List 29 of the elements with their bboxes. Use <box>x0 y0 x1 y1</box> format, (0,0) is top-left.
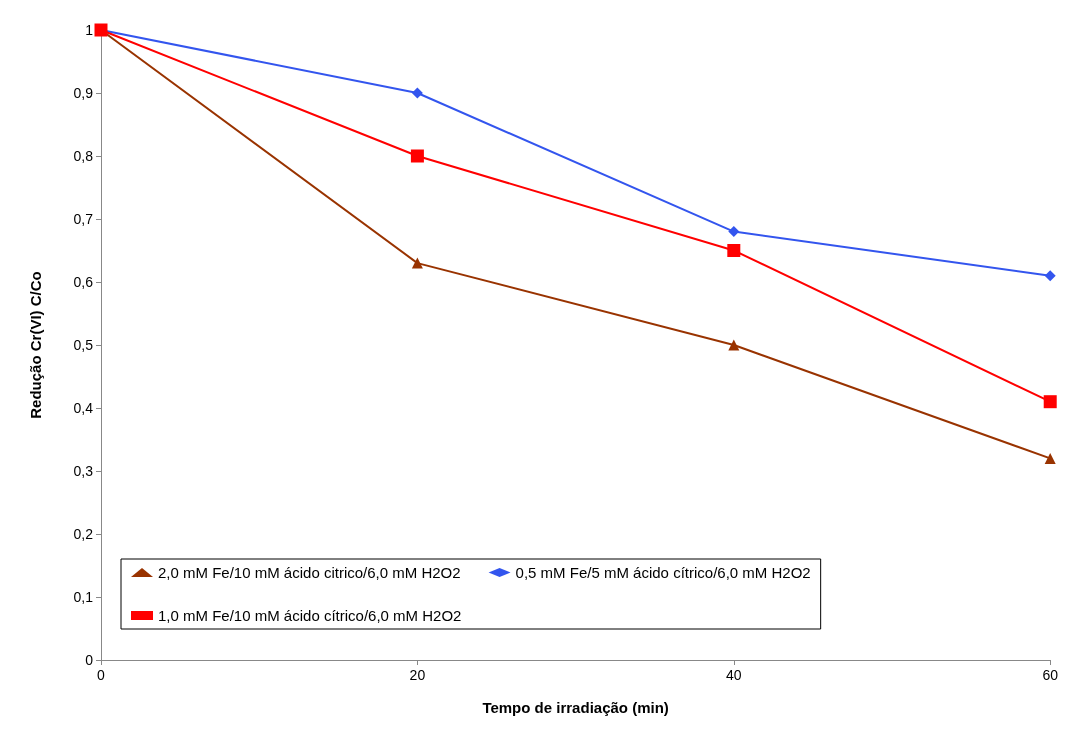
y-tick-label: 0,4 <box>73 400 94 416</box>
point <box>410 149 424 163</box>
point <box>411 87 423 99</box>
x-tick-label: 60 <box>1042 667 1059 683</box>
x-tick-label: 40 <box>726 667 742 683</box>
point <box>1044 452 1056 464</box>
y-axis-title: Redução Cr(VI) C/Co <box>27 271 44 419</box>
y-tick-label: 0,1 <box>73 589 94 605</box>
point <box>728 339 740 351</box>
y-tick-label: 0,2 <box>73 526 94 542</box>
y-tick-label: 0,6 <box>73 274 94 290</box>
legend-label: 0,5 mM Fe/5 mM ácido cítrico/6,0 mM H2O2 <box>515 564 811 581</box>
x-tick-label: 0 <box>97 667 106 683</box>
y-tick-label: 0,3 <box>73 463 94 479</box>
point <box>411 257 423 269</box>
y-tick-label: 0,9 <box>73 85 94 101</box>
y-tick-label: 0,5 <box>73 337 94 353</box>
y-tick-label: 0 <box>85 652 94 668</box>
point <box>1044 270 1056 282</box>
y-tick-label: 0,8 <box>73 148 94 164</box>
y-tick-label: 0,7 <box>73 211 94 227</box>
point <box>727 244 741 257</box>
x-axis-title: Tempo de irradiação (min) <box>482 699 669 716</box>
point <box>728 226 740 238</box>
legend-label: 1,0 mM Fe/10 mM ácido cítrico/6,0 mM H2O2 <box>158 607 462 624</box>
x-tick-label: 20 <box>409 667 426 683</box>
point <box>1043 395 1057 409</box>
legend-label: 2,0 mM Fe/10 mM ácido citrico/6,0 mM H2O2 <box>158 564 461 581</box>
y-tick-label: 1 <box>85 22 94 38</box>
